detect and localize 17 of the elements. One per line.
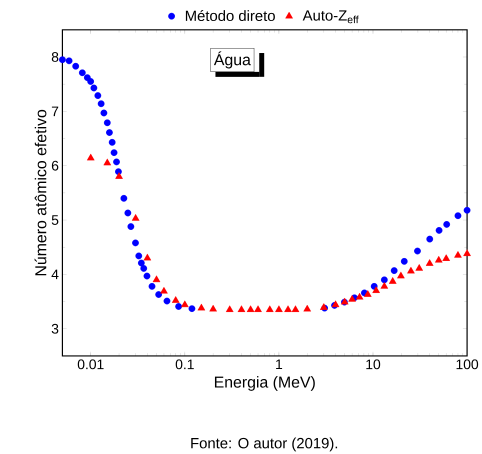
y-tick-label: 4: [52, 269, 59, 279]
x-tick-label: 0.1: [176, 359, 194, 370]
y-tick-label: 6: [52, 160, 58, 170]
y-tick-label: 8: [52, 52, 58, 62]
y-tick-label: 5: [52, 215, 58, 225]
y-tick-label: 3: [52, 324, 58, 334]
x-tick-label: 1: [276, 359, 282, 369]
x-tick-label: 100: [456, 359, 478, 370]
y-tick-label: 7: [52, 106, 58, 116]
x-tick-label: 10: [366, 359, 380, 370]
x-axis-title: Energia (MeV): [214, 376, 315, 391]
annotation: Água: [214, 51, 251, 68]
x-tick-label: 0.01: [78, 359, 104, 370]
y-axis-title: Número atômico efetivo: [34, 110, 46, 276]
legend-label: Método direto: [186, 10, 275, 21]
source-note: Fonte: O autor (2019).: [191, 437, 338, 452]
legend-label: Auto-Z$_{eff}$: [302, 10, 359, 24]
